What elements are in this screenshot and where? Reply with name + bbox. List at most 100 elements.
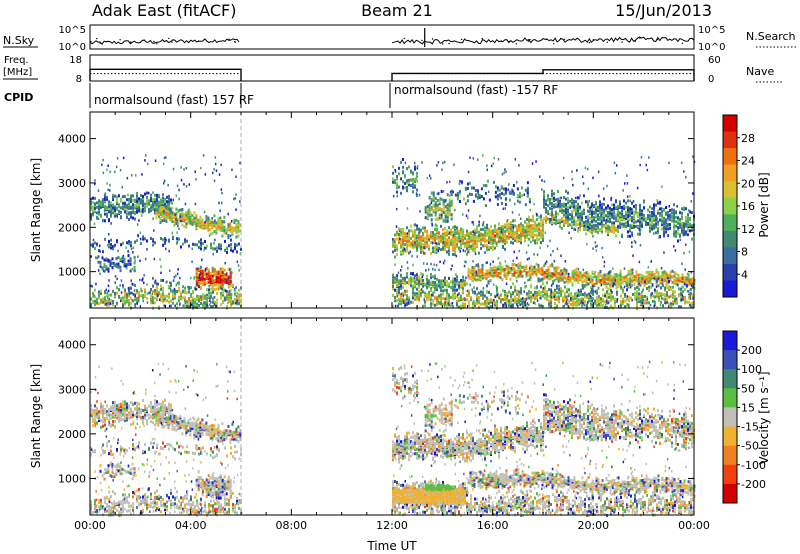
data-cell	[583, 304, 585, 307]
data-cell	[202, 293, 204, 297]
data-cell	[223, 275, 226, 279]
data-cell	[494, 238, 496, 242]
data-cell	[518, 200, 521, 204]
data-cell	[617, 285, 620, 289]
data-cell	[124, 290, 126, 294]
data-cell	[474, 245, 476, 249]
data-cell	[402, 231, 404, 235]
data-cell	[428, 247, 430, 251]
data-cell	[586, 295, 588, 299]
data-cell	[678, 287, 680, 291]
data-cell	[535, 262, 538, 266]
data-cell	[162, 292, 164, 296]
data-cell	[126, 299, 128, 303]
data-cell	[154, 211, 156, 215]
data-cell	[408, 279, 410, 283]
data-cell	[448, 295, 450, 299]
data-cell	[589, 221, 591, 224]
freq-tick-top: 18	[69, 55, 82, 66]
data-cell	[436, 286, 438, 290]
data-cell	[555, 266, 558, 270]
data-cell	[414, 274, 416, 278]
data-cell	[534, 286, 536, 290]
data-cell	[428, 244, 430, 248]
data-cell	[677, 277, 680, 281]
data-cell	[684, 298, 686, 302]
data-cell	[217, 270, 220, 274]
nsearch-point	[105, 41, 108, 43]
data-cell	[555, 202, 557, 206]
data-cell	[200, 301, 202, 305]
data-cell	[577, 227, 580, 230]
data-cell	[426, 286, 428, 290]
data-cell	[530, 290, 532, 294]
data-cell	[412, 240, 414, 244]
data-cell	[398, 232, 400, 236]
data-cell	[574, 303, 576, 307]
data-cell	[227, 227, 230, 231]
data-cell	[466, 247, 468, 251]
data-cell	[464, 236, 466, 240]
data-cell	[106, 196, 108, 199]
cpid-panel: CPID normalsound (fast) 157 RF normalsou…	[4, 83, 558, 108]
data-cell	[215, 221, 218, 225]
data-cell	[637, 211, 639, 215]
data-cell	[613, 214, 615, 218]
data-cell	[478, 193, 481, 197]
data-cell	[211, 279, 214, 283]
data-cell	[432, 191, 435, 195]
data-cell	[198, 303, 200, 307]
data-cell	[551, 272, 554, 276]
data-cell	[589, 278, 592, 282]
data-cell	[464, 282, 466, 286]
data-cell	[611, 221, 613, 225]
data-cell	[219, 277, 222, 281]
data-cell	[194, 243, 196, 247]
data-cell	[575, 273, 578, 276]
data-cell	[106, 206, 108, 209]
data-cell	[588, 292, 590, 296]
data-cell	[536, 233, 538, 237]
data-cell	[195, 269, 198, 273]
data-cell	[649, 205, 651, 209]
data-cell	[168, 300, 170, 304]
data-cell	[633, 278, 636, 282]
data-cell	[98, 204, 100, 208]
data-cell	[160, 293, 162, 297]
data-cell	[165, 216, 168, 220]
data-cell	[524, 297, 526, 301]
data-cell	[208, 294, 210, 298]
data-cell	[110, 205, 112, 209]
data-cell	[661, 271, 664, 275]
data-cell	[215, 270, 218, 274]
data-cell	[492, 229, 494, 233]
data-cell	[488, 235, 490, 239]
data-cell	[426, 234, 428, 238]
data-cell	[660, 291, 662, 295]
data-cell	[102, 250, 104, 254]
data-cell	[458, 200, 461, 203]
data-cell	[491, 266, 494, 270]
data-cell	[212, 300, 214, 304]
data-cell	[475, 263, 478, 267]
data-cell	[478, 193, 480, 197]
data-cell	[130, 194, 132, 198]
data-cell	[655, 268, 658, 272]
data-cell	[422, 236, 424, 240]
data-cell	[204, 296, 206, 300]
data-cell	[98, 201, 100, 205]
data-cell	[615, 234, 617, 238]
data-cell	[168, 194, 170, 198]
data-cell	[579, 194, 581, 197]
data-cell	[578, 290, 580, 294]
data-cell	[687, 273, 690, 277]
data-cell	[432, 203, 435, 207]
data-cell	[535, 268, 538, 272]
data-cell	[217, 217, 220, 221]
data-cell	[434, 274, 436, 278]
data-cell	[524, 203, 527, 207]
data-cell	[609, 273, 612, 277]
data-cell	[657, 220, 659, 224]
data-cell	[100, 200, 102, 204]
data-cell	[458, 281, 460, 284]
